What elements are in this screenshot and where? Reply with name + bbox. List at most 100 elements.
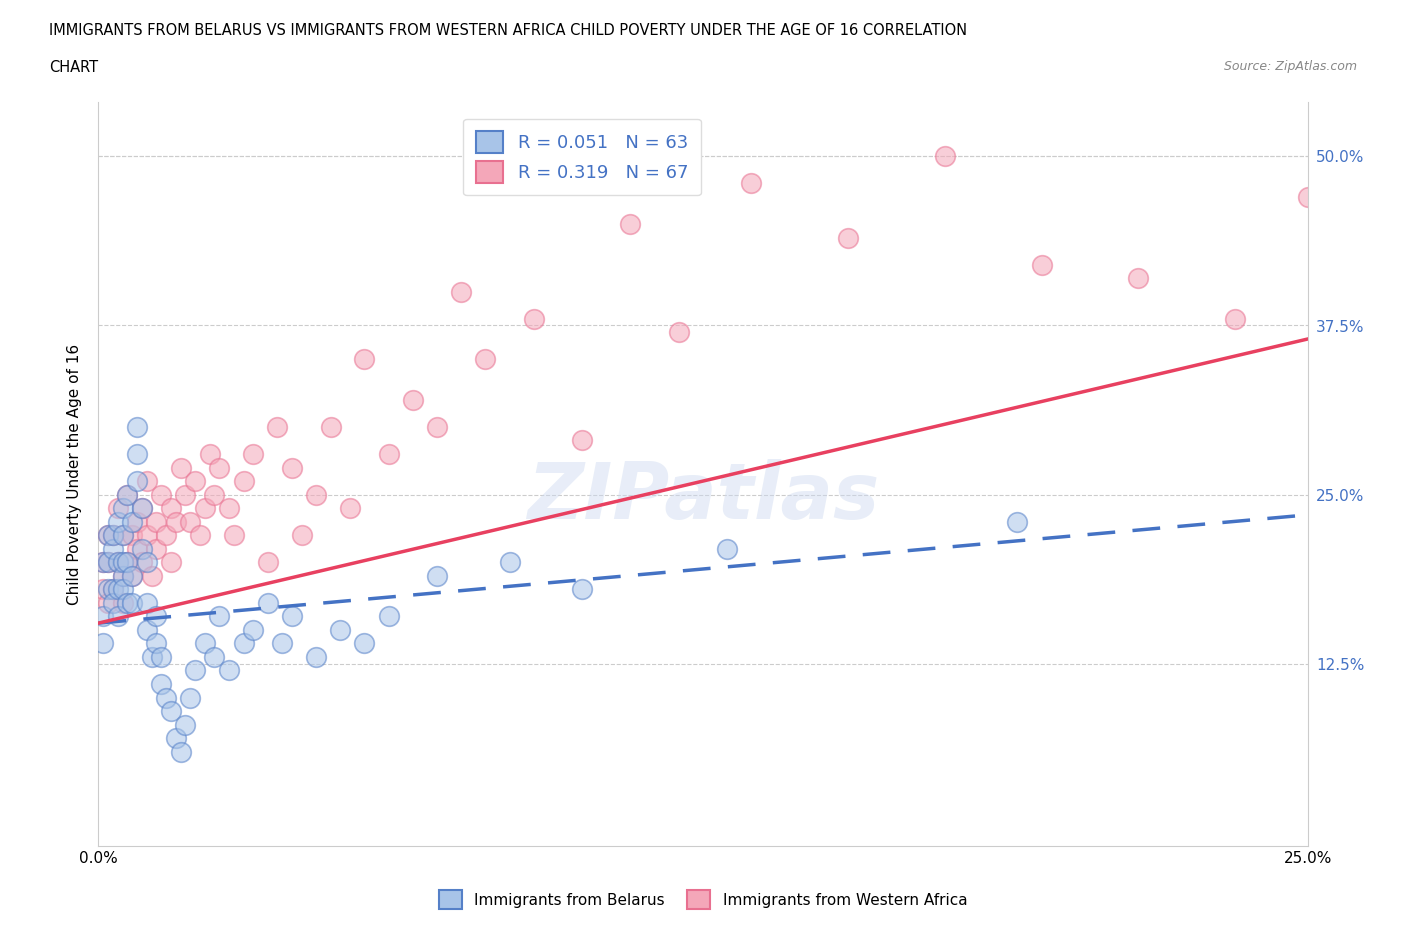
Point [150, 649, 173, 664]
Point [135, 527, 157, 542]
Point [131, 541, 153, 556]
Point [91, 582, 114, 597]
Point [740, 176, 762, 191]
Point [837, 230, 859, 245]
Y-axis label: Child Poverty Under the Age of 16: Child Poverty Under the Age of 16 [67, 344, 83, 604]
Point [1128, 271, 1150, 286]
Point [121, 595, 143, 610]
Point [169, 460, 191, 475]
Point [131, 500, 153, 515]
Point [232, 473, 254, 488]
Point [135, 555, 157, 570]
Point [256, 555, 278, 570]
Point [426, 419, 449, 434]
Point [155, 690, 177, 705]
Point [281, 460, 304, 475]
Point [111, 568, 134, 583]
Point [305, 487, 328, 502]
Point [716, 541, 738, 556]
Point [91, 636, 114, 651]
Point [111, 582, 134, 597]
Text: ZIPatlas: ZIPatlas [527, 458, 879, 535]
Point [155, 527, 177, 542]
Text: Source: ZipAtlas.com: Source: ZipAtlas.com [1223, 60, 1357, 73]
Point [242, 622, 264, 637]
Point [319, 419, 342, 434]
Point [135, 473, 157, 488]
Point [101, 527, 124, 542]
Point [127, 541, 149, 556]
Point [131, 555, 153, 570]
Point [145, 541, 167, 556]
Point [222, 527, 245, 542]
Point [329, 622, 352, 637]
Point [198, 446, 221, 461]
Point [498, 555, 520, 570]
Point [339, 500, 361, 515]
Point [160, 555, 183, 570]
Point [91, 555, 114, 570]
Point [242, 446, 264, 461]
Point [145, 609, 167, 624]
Text: IMMIGRANTS FROM BELARUS VS IMMIGRANTS FROM WESTERN AFRICA CHILD POVERTY UNDER TH: IMMIGRANTS FROM BELARUS VS IMMIGRANTS FR… [49, 23, 967, 38]
Point [117, 487, 139, 502]
Point [145, 636, 167, 651]
Point [271, 636, 294, 651]
Point [111, 500, 134, 515]
Point [305, 649, 328, 664]
Point [179, 690, 201, 705]
Point [117, 487, 139, 502]
Text: CHART: CHART [49, 60, 98, 75]
Point [107, 609, 129, 624]
Point [107, 555, 129, 570]
Point [450, 285, 472, 299]
Point [934, 149, 956, 164]
Point [101, 582, 124, 597]
Point [101, 527, 124, 542]
Point [131, 500, 153, 515]
Point [474, 352, 496, 366]
Point [111, 595, 134, 610]
Point [117, 555, 139, 570]
Point [256, 595, 278, 610]
Legend: R = 0.051   N = 63, R = 0.319   N = 67: R = 0.051 N = 63, R = 0.319 N = 67 [464, 119, 700, 195]
Point [266, 419, 288, 434]
Point [204, 649, 226, 664]
Point [107, 500, 129, 515]
Point [179, 514, 201, 529]
Point [218, 500, 240, 515]
Point [107, 582, 129, 597]
Point [194, 636, 217, 651]
Point [141, 568, 163, 583]
Point [127, 514, 149, 529]
Point [97, 527, 120, 542]
Point [1031, 258, 1053, 272]
Point [204, 487, 226, 502]
Point [111, 568, 134, 583]
Point [165, 731, 187, 746]
Point [377, 609, 399, 624]
Point [111, 555, 134, 570]
Point [135, 595, 157, 610]
Point [1223, 312, 1246, 326]
Point [127, 473, 149, 488]
Point [101, 582, 124, 597]
Point [165, 514, 187, 529]
Point [97, 555, 120, 570]
Point [111, 527, 134, 542]
Point [353, 352, 375, 366]
Point [184, 663, 207, 678]
Point [169, 744, 191, 759]
Point [145, 514, 167, 529]
Point [571, 582, 593, 597]
Legend: Immigrants from Belarus, Immigrants from Western Africa: Immigrants from Belarus, Immigrants from… [433, 884, 973, 915]
Point [97, 527, 120, 542]
Point [107, 514, 129, 529]
Point [135, 622, 157, 637]
Point [1296, 190, 1319, 205]
Point [523, 312, 546, 326]
Point [141, 649, 163, 664]
Point [668, 325, 690, 339]
Point [1007, 514, 1029, 529]
Point [184, 473, 207, 488]
